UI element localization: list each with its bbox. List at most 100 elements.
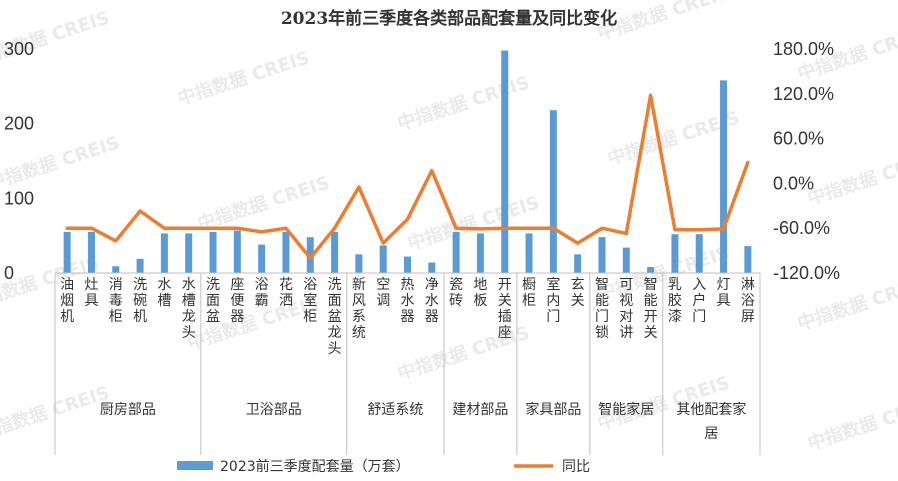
bar	[87, 231, 95, 273]
category-label-char: 视	[619, 293, 633, 309]
group-label: 建材部品	[452, 402, 508, 418]
category-label-char: 消	[109, 277, 123, 293]
category-label-char: 淋	[741, 277, 755, 293]
category-label: 净水器	[425, 277, 439, 325]
watermark-text: 中指数据 CREIS	[805, 146, 898, 209]
category-label: 智能开关	[644, 277, 658, 341]
right-axis-tick-label: 180.0%	[773, 39, 834, 59]
bar	[233, 230, 241, 273]
category-label-char: 能	[595, 293, 609, 309]
category-label-char: 砖	[449, 293, 463, 309]
bar	[306, 237, 314, 273]
category-label-char: 洒	[279, 293, 293, 309]
right-axis-tick-label: 60.0%	[773, 129, 824, 149]
category-label-char: 开	[498, 277, 512, 293]
bar	[671, 234, 679, 273]
left-axis-tick-label: 0	[4, 263, 14, 283]
category-label: 浴室柜	[303, 277, 317, 325]
category-label: 油烟机	[60, 277, 74, 325]
category-label-char: 屏	[741, 309, 755, 325]
category-label-char: 瓷	[449, 277, 463, 293]
watermark-text: 中指数据 CREIS	[805, 391, 898, 454]
category-label: 瓷砖	[449, 277, 463, 309]
category-label: 水槽龙头	[182, 277, 196, 341]
category-label-char: 关	[571, 293, 585, 309]
bar	[574, 254, 582, 273]
category-label-char: 器	[401, 309, 415, 325]
bar	[744, 246, 752, 273]
category-label-char: 系	[352, 309, 366, 325]
right-axis-tick-label: 120.0%	[773, 84, 834, 104]
category-label: 玄关	[571, 276, 585, 309]
category-label-char: 座	[498, 325, 512, 341]
bar	[63, 231, 71, 273]
category-label: 洗面盆龙头	[328, 277, 342, 357]
category-label-char: 洗	[328, 277, 342, 293]
right-axis-tick-label: -60.0%	[773, 218, 830, 238]
bar	[476, 233, 484, 273]
category-label-char: 柜	[522, 293, 536, 309]
category-label-char: 毒	[109, 293, 123, 309]
bar	[695, 234, 703, 273]
category-label-char: 关	[498, 293, 512, 309]
category-label: 淋浴屏	[741, 277, 755, 325]
category-label: 橱柜	[522, 277, 536, 309]
category-label-char: 门	[546, 309, 560, 325]
left-y-axis: 0 100 200 300	[4, 39, 34, 283]
bar	[598, 237, 606, 273]
category-label-char: 洗	[133, 277, 147, 293]
bar	[355, 254, 363, 273]
category-label-char: 面	[206, 293, 220, 309]
watermark-text: 中指数据 CREIS	[395, 71, 532, 134]
category-label-char: 盆	[206, 309, 220, 325]
category-label: 灯具	[717, 277, 731, 309]
watermark-text: 中指数据 CREIS	[405, 191, 542, 254]
category-label: 座便器	[230, 277, 244, 325]
category-label-char: 龙	[182, 309, 196, 325]
bar	[209, 231, 217, 273]
yoy-line	[65, 93, 750, 260]
category-label: 智能门锁	[595, 277, 609, 341]
legend: 2023前三季度配套量（万套） 同比	[177, 458, 590, 475]
category-label-char: 烟	[60, 293, 74, 309]
group-label-line: 居	[704, 426, 718, 442]
category-label-char: 内	[546, 293, 560, 309]
category-label: 乳胶漆	[668, 277, 682, 325]
category-label-char: 具	[717, 293, 731, 309]
bar	[282, 231, 290, 273]
category-label: 热水器	[401, 277, 415, 325]
category-label-char: 水	[182, 277, 196, 293]
group-label: 卫浴部品	[246, 402, 302, 418]
category-label: 地板	[473, 277, 487, 309]
category-label-char: 可	[619, 277, 633, 293]
category-label-char: 玄	[571, 276, 585, 293]
group-label-line: 建材部品	[452, 402, 508, 418]
bar	[331, 231, 339, 273]
watermark-text: 中指数据 CREIS	[195, 171, 332, 234]
category-label-char: 机	[60, 309, 74, 325]
category-label-char: 浴	[741, 293, 755, 309]
bar	[404, 256, 411, 273]
bar	[647, 267, 655, 273]
group-label: 舒适系统	[367, 402, 423, 418]
category-label-char: 水	[401, 293, 415, 309]
group-label-line: 舒适系统	[367, 402, 423, 418]
right-axis-tick-label: 0.0%	[773, 173, 814, 193]
category-label-char: 乳	[668, 277, 682, 293]
chart-title: 2023年前三季度各类部品配套量及同比变化	[281, 8, 617, 29]
bar	[112, 266, 120, 273]
category-label-char: 便	[230, 293, 244, 309]
group-label: 智能家居	[598, 401, 654, 418]
category-label-char: 器	[425, 309, 439, 325]
legend-bar-label: 2023前三季度配套量（万套）	[220, 458, 410, 475]
x-axis: 油烟机灶具消毒柜洗碗机水槽水槽龙头洗面盆座便器浴霸花洒浴室柜洗面盆龙头新风系统空…	[54, 272, 761, 455]
category-label-char: 器	[230, 309, 244, 325]
category-label-char: 风	[352, 293, 366, 309]
watermark-text: 中指数据 CREIS	[175, 46, 312, 109]
category-label-char: 盆	[328, 309, 342, 325]
category-label-char: 座	[230, 277, 244, 293]
group-label: 其他配套家居	[676, 401, 746, 442]
category-label: 灶具	[84, 277, 98, 309]
category-label-char: 头	[182, 325, 196, 341]
